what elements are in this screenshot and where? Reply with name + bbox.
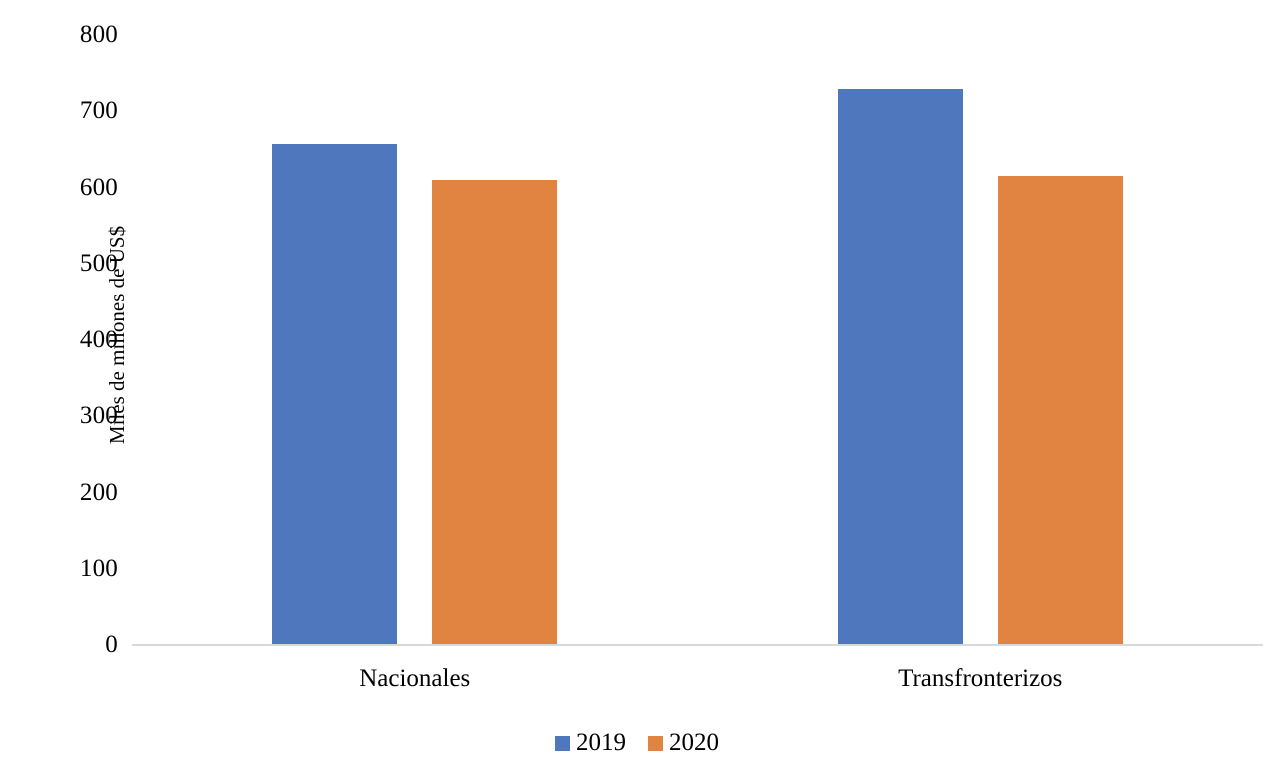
- x-axis-line: [132, 644, 1263, 646]
- bar-2019-nacionales: [272, 144, 398, 645]
- y-axis-tick-700: 700: [79, 97, 118, 125]
- bar-2020-nacionales: [432, 179, 558, 645]
- legend-swatch-2020: [648, 735, 663, 751]
- y-axis-tick-300: 300: [79, 402, 118, 430]
- y-axis-tick-800: 800: [79, 21, 118, 48]
- y-axis-tick-200: 200: [79, 478, 118, 506]
- bar-2020-transfronterizos: [997, 176, 1123, 645]
- y-axis-tick-labels: 0 100 200 300 400 500 600 700 800: [54, 0, 118, 762]
- legend-entry-2020[interactable]: 2020: [648, 729, 719, 757]
- legend-entry-2019[interactable]: 2019: [555, 729, 626, 757]
- y-axis-tick-0: 0: [105, 631, 118, 658]
- legend-label-2020: 2020: [669, 729, 719, 756]
- x-axis-label-nacionales: Nacionales: [359, 665, 471, 692]
- y-axis-tick-100: 100: [79, 554, 118, 582]
- y-axis-tick-600: 600: [79, 173, 118, 201]
- y-axis-tick-500: 500: [79, 249, 118, 277]
- plot-area: [132, 35, 1263, 645]
- legend-label-2019: 2019: [576, 729, 626, 756]
- x-axis-label-transfronterizos: Transfronterizos: [898, 665, 1063, 692]
- legend-swatch-2019: [555, 735, 570, 751]
- chart-legend: 2019 2020: [0, 726, 1274, 760]
- y-axis-tick-400: 400: [79, 326, 118, 353]
- bar-2019-transfronterizos: [837, 89, 963, 645]
